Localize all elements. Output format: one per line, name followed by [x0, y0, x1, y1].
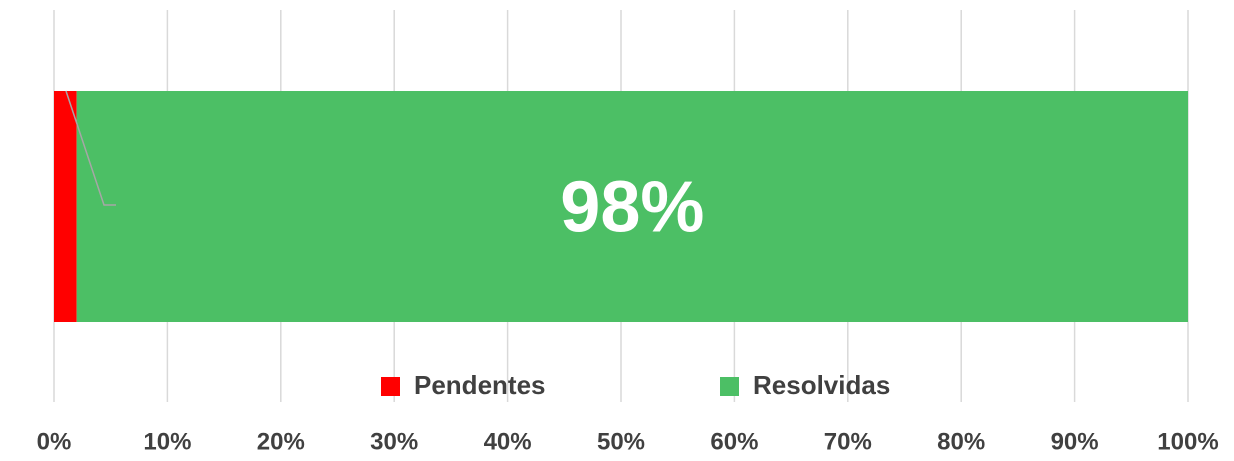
legend-label: Resolvidas: [753, 370, 890, 400]
x-tick-label: 70%: [824, 428, 872, 455]
x-tick-label: 50%: [597, 428, 645, 455]
x-tick-label: 100%: [1157, 428, 1218, 455]
x-tick-label: 40%: [484, 428, 532, 455]
legend-swatch: [720, 377, 739, 396]
x-tick-label: 30%: [370, 428, 418, 455]
bar-segment: [54, 91, 77, 322]
legend-swatch: [381, 377, 400, 396]
x-tick-label: 0%: [37, 428, 72, 455]
x-tick-label: 60%: [710, 428, 758, 455]
x-tick-label: 10%: [143, 428, 191, 455]
x-tick-label: 90%: [1051, 428, 1099, 455]
x-tick-label: 80%: [937, 428, 985, 455]
leader-line: [65, 90, 116, 206]
data-label: 98%: [560, 168, 704, 248]
legend-label: Pendentes: [414, 370, 546, 400]
bar-segment: [76, 91, 1188, 322]
x-tick-label: 20%: [257, 428, 305, 455]
